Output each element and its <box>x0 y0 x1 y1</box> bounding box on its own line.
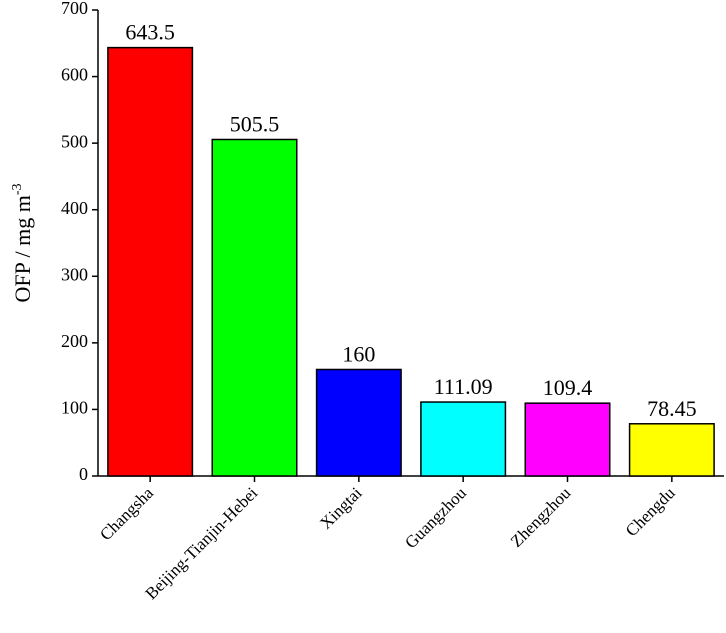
y-tick-label: 400 <box>61 198 88 218</box>
x-tick-label: Beijing-Tianjin-Hebei <box>141 483 261 603</box>
x-tick-label: Xingtai <box>316 483 366 533</box>
data-label: 160 <box>342 341 375 366</box>
bar <box>420 401 507 477</box>
data-label: 111.09 <box>434 374 493 399</box>
data-label: 109.4 <box>543 375 593 400</box>
y-tick-label: 500 <box>61 131 88 151</box>
y-tick-label: 0 <box>79 464 88 484</box>
y-axis-label-main: OFP / mg m <box>10 195 35 302</box>
y-tick-label: 600 <box>61 65 88 85</box>
y-tick-label: 700 <box>61 0 88 18</box>
bar <box>211 138 298 477</box>
y-tick-label: 200 <box>61 331 88 351</box>
y-axis-label-superscript: -3 <box>10 183 25 195</box>
bar <box>524 402 611 477</box>
bar <box>107 46 194 477</box>
y-tick-label: 100 <box>61 398 88 418</box>
bar <box>628 423 715 477</box>
x-tick-label: Zhengzhou <box>507 483 575 551</box>
x-tick-label: Chengdu <box>622 483 679 540</box>
data-label: 643.5 <box>125 20 175 45</box>
data-label: 78.45 <box>647 396 697 421</box>
y-tick-label: 300 <box>61 264 88 284</box>
bar <box>315 368 402 477</box>
x-tick-label: Guangzhou <box>401 483 470 552</box>
y-axis-label: OFP / mg m-3 <box>10 183 35 302</box>
x-tick-label: Changsha <box>96 483 157 544</box>
data-label: 505.5 <box>230 111 280 136</box>
